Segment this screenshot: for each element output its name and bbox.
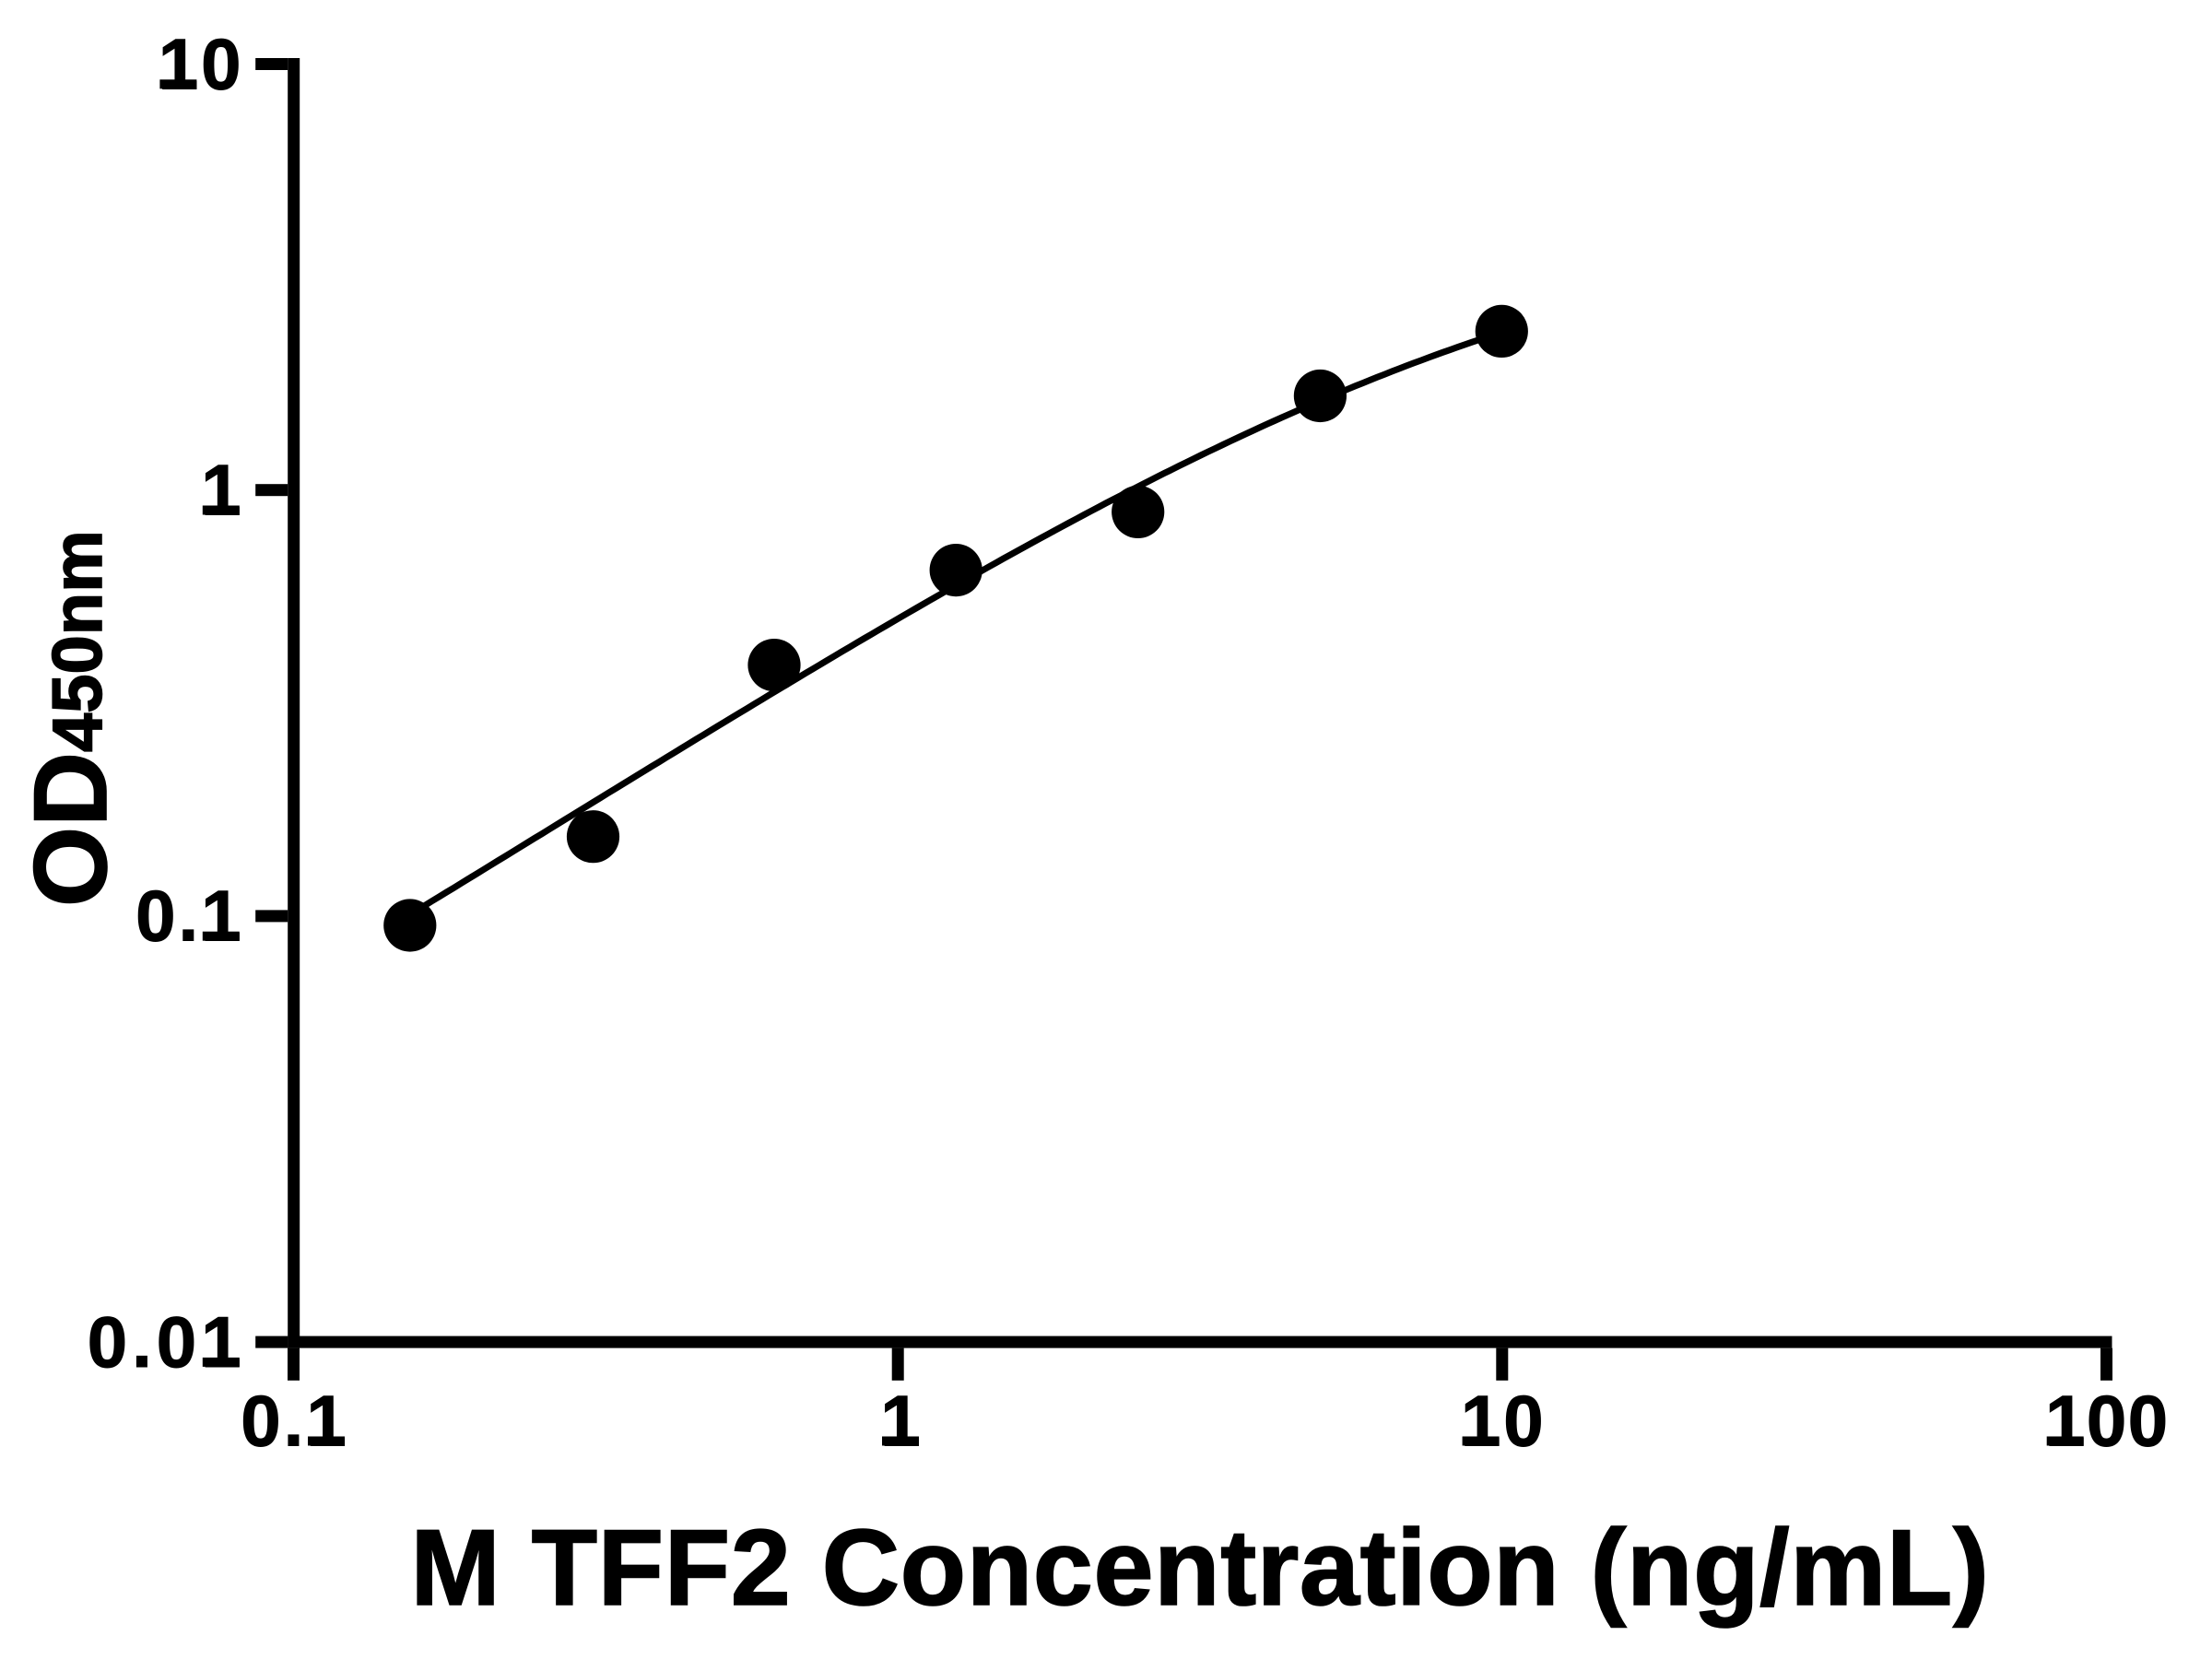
svg-text:100: 100: [2045, 1381, 2170, 1462]
svg-text:10: 10: [159, 23, 244, 104]
svg-text:0.1: 0.1: [241, 1381, 348, 1462]
svg-text:M TFF2 Concentration (ng/mL): M TFF2 Concentration (ng/mL): [410, 1507, 1989, 1628]
svg-text:1: 1: [880, 1381, 920, 1462]
svg-text:1: 1: [201, 450, 241, 531]
svg-text:OD450nm: OD450nm: [13, 530, 128, 907]
svg-text:0.01: 0.01: [88, 1301, 246, 1382]
svg-text:10: 10: [1461, 1381, 1547, 1462]
svg-text:0.1: 0.1: [135, 876, 243, 957]
